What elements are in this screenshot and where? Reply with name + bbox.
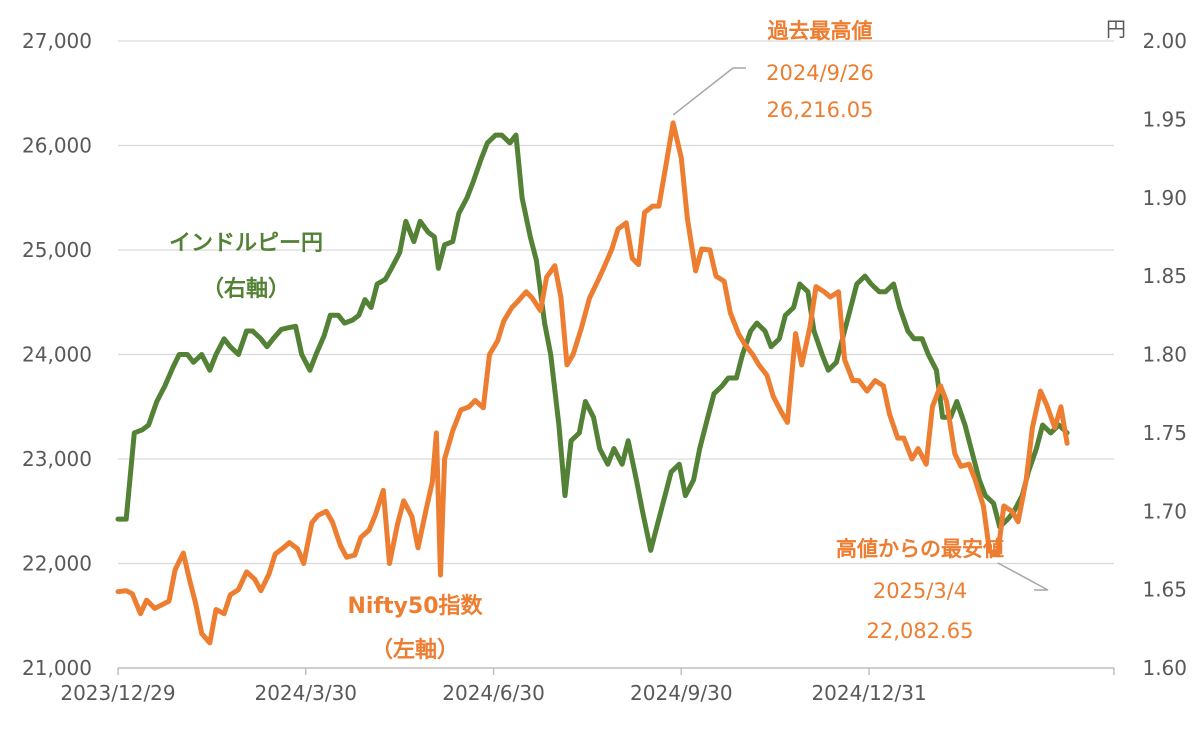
x-tick-label: 2023/12/29	[60, 681, 175, 705]
y-left-tick-label: 26,000	[22, 134, 92, 158]
y-left-tick-label: 23,000	[22, 447, 92, 471]
y-right-tick-label: 2.00	[1142, 29, 1187, 53]
trough-annotation-title: 高値からの最安値	[836, 537, 1004, 561]
y-left-tick-label: 24,000	[22, 343, 92, 367]
x-tick-label: 2024/6/30	[442, 681, 545, 705]
y-right-tick-label: 1.75	[1142, 421, 1187, 445]
nifty50-line	[115, 120, 1070, 646]
y-left-axis-ticks: 21,000 22,000 23,000 24,000 25,000 26,000 27,0…	[22, 29, 92, 680]
series-labels: Nifty50指数 （左軸） インドルピー円 （右軸）	[169, 231, 484, 663]
x-axis-ticks: 2023/12/29 2024/3/30 2024/6/30 2024/9/30 202…	[60, 668, 1115, 705]
y-right-tick-label: 1.90	[1142, 186, 1187, 210]
y-right-unit-label: 円	[1106, 17, 1126, 41]
gridlines	[118, 40, 1114, 565]
inr-jpy-line	[115, 132, 1070, 553]
y-right-tick-label: 1.80	[1142, 343, 1187, 367]
nifty50-series-label: Nifty50指数	[348, 593, 484, 619]
y-left-tick-label: 22,000	[22, 552, 92, 576]
y-right-tick-label: 1.60	[1142, 656, 1187, 680]
y-right-tick-label: 1.95	[1142, 107, 1187, 131]
x-tick-label: 2024/12/31	[811, 681, 926, 705]
y-right-tick-label: 1.70	[1142, 499, 1187, 523]
y-left-tick-label: 27,000	[22, 29, 92, 53]
x-tick-label: 2024/9/30	[630, 681, 733, 705]
trough-annotation-value: 22,082.65	[867, 619, 974, 643]
y-right-tick-label: 1.65	[1142, 578, 1187, 602]
peak-annotation-title: 過去最高値	[768, 19, 873, 43]
x-tick-label: 2024/3/30	[254, 681, 357, 705]
peak-annotation-date: 2024/9/26	[766, 61, 874, 85]
peak-leader-line	[672, 67, 746, 116]
trough-annotation-date: 2025/3/4	[873, 579, 967, 603]
y-left-tick-label: 25,000	[22, 238, 92, 262]
inr-jpy-series-label: インドルピー円	[169, 231, 323, 256]
nifty50-series-label: （左軸）	[371, 637, 459, 663]
peak-annotation-value: 26,216.05	[767, 98, 874, 122]
y-left-tick-label: 21,000	[22, 656, 92, 680]
annotations: 過去最高値 2024/9/26 26,216.05 高値からの最安値 2025/3/4 2…	[672, 19, 1049, 643]
series-lines	[115, 120, 1070, 646]
inr-jpy-series-label: （右軸）	[202, 276, 290, 302]
trough-leader-line	[997, 562, 1049, 591]
y-right-tick-label: 1.85	[1142, 264, 1187, 288]
y-right-axis-ticks: 1.60 1.65 1.70 1.75 1.80 1.85 1.90 1.95 2.00	[1142, 29, 1187, 680]
